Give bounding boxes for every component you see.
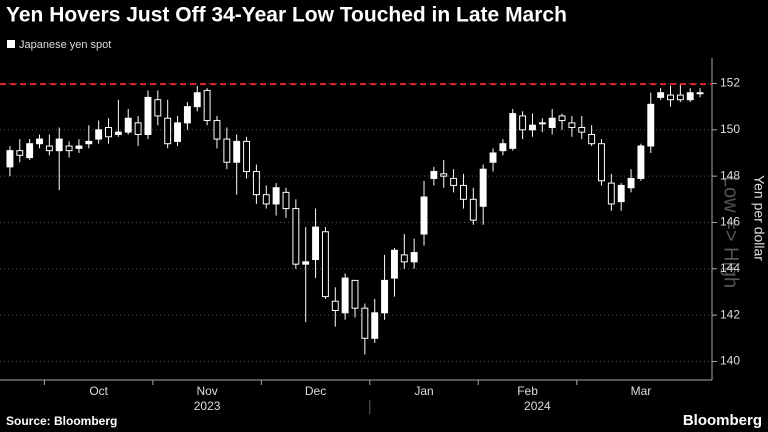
x-tick-label: Dec — [305, 384, 326, 398]
candle-body — [341, 277, 349, 314]
candle-body — [410, 252, 418, 263]
candle-body — [85, 140, 93, 145]
candle-body — [479, 168, 487, 207]
candle-body — [637, 145, 645, 179]
candle-body — [440, 173, 448, 177]
candle-body — [95, 129, 103, 140]
brand: Bloomberg — [683, 412, 762, 429]
candle-body — [174, 122, 181, 142]
candle-body — [262, 194, 270, 205]
candle-body — [489, 152, 497, 163]
candle-body — [331, 300, 339, 312]
candle-body — [124, 117, 132, 133]
y-axis-label: Yen per dollar — [751, 175, 767, 261]
candle-body — [302, 261, 310, 265]
candle-body — [499, 143, 507, 152]
candle-body — [400, 254, 408, 263]
year-label: 2024 — [524, 399, 551, 413]
candle-body — [657, 92, 665, 98]
y-tick-label: 144 — [720, 261, 740, 275]
candle-body — [213, 120, 221, 140]
candle-body — [529, 124, 536, 131]
candle-body — [154, 99, 162, 117]
candle-body — [568, 122, 576, 128]
candle-body — [667, 94, 674, 101]
candle-body — [243, 140, 251, 173]
candle-body — [558, 115, 566, 122]
candle-body — [686, 92, 694, 101]
candle-body — [16, 150, 24, 156]
candle-body — [183, 106, 191, 124]
candle-body — [578, 126, 586, 133]
candle-body — [203, 89, 211, 122]
legend-swatch — [7, 40, 15, 48]
y-tick-label: 140 — [720, 354, 740, 368]
candle-body — [420, 196, 428, 235]
x-tick-label: Jan — [414, 384, 433, 398]
candle-body — [361, 307, 369, 339]
candle-body — [272, 187, 280, 205]
candle-body — [164, 117, 172, 145]
candle-body — [65, 145, 73, 152]
candle-body — [223, 138, 231, 163]
y-tick-label: 150 — [720, 122, 740, 136]
candle-body — [598, 143, 605, 182]
candle-body — [647, 103, 655, 147]
candle-body — [233, 140, 241, 163]
candle-body — [588, 133, 596, 145]
candle-body — [371, 312, 379, 339]
chart-title: Yen Hovers Just Off 34-Year Low Touched … — [6, 4, 567, 27]
y-tick-label: 146 — [720, 215, 740, 229]
x-tick-label: Feb — [517, 384, 538, 398]
candle-body — [627, 177, 635, 189]
candle-body — [459, 184, 467, 200]
y-tick-label: 148 — [720, 168, 740, 182]
candle-body — [292, 208, 300, 265]
candle-body — [381, 279, 389, 314]
candle-body — [519, 115, 527, 131]
x-tick-label: Mar — [631, 384, 652, 398]
candle-body — [617, 184, 625, 203]
candle-body — [252, 171, 260, 196]
x-tick-label: Nov — [196, 384, 217, 398]
candle-body — [282, 191, 290, 210]
candle-body — [45, 145, 53, 152]
x-tick-label: Oct — [89, 384, 108, 398]
candle-body — [548, 117, 556, 128]
candle-body — [450, 177, 458, 186]
candle-body — [55, 138, 63, 152]
candle-body — [134, 122, 142, 135]
candle-body — [312, 226, 320, 261]
annotation: Low => High — [720, 176, 742, 288]
candle-body — [6, 150, 14, 168]
candle-body — [75, 145, 83, 149]
candle-body — [105, 126, 112, 138]
candle-body — [509, 113, 517, 149]
source: Source: Bloomberg — [6, 414, 117, 428]
candle-body — [144, 96, 152, 135]
year-label: 2023 — [194, 399, 221, 413]
legend-label: Japanese yen spot — [19, 39, 111, 51]
candle-body — [676, 94, 684, 101]
candle-body — [114, 131, 122, 135]
candle-body — [26, 143, 34, 159]
candle-body — [351, 279, 359, 309]
y-tick-label: 152 — [720, 76, 740, 90]
candle-body — [430, 171, 438, 179]
candle-body — [607, 182, 615, 205]
candle-body — [390, 249, 398, 279]
candle-body — [321, 231, 329, 298]
candle-body — [193, 92, 201, 108]
candle-body — [469, 198, 477, 221]
candle-body — [696, 92, 704, 95]
candle-body — [36, 138, 43, 145]
y-tick-label: 142 — [720, 307, 740, 321]
candle-body — [538, 122, 546, 125]
